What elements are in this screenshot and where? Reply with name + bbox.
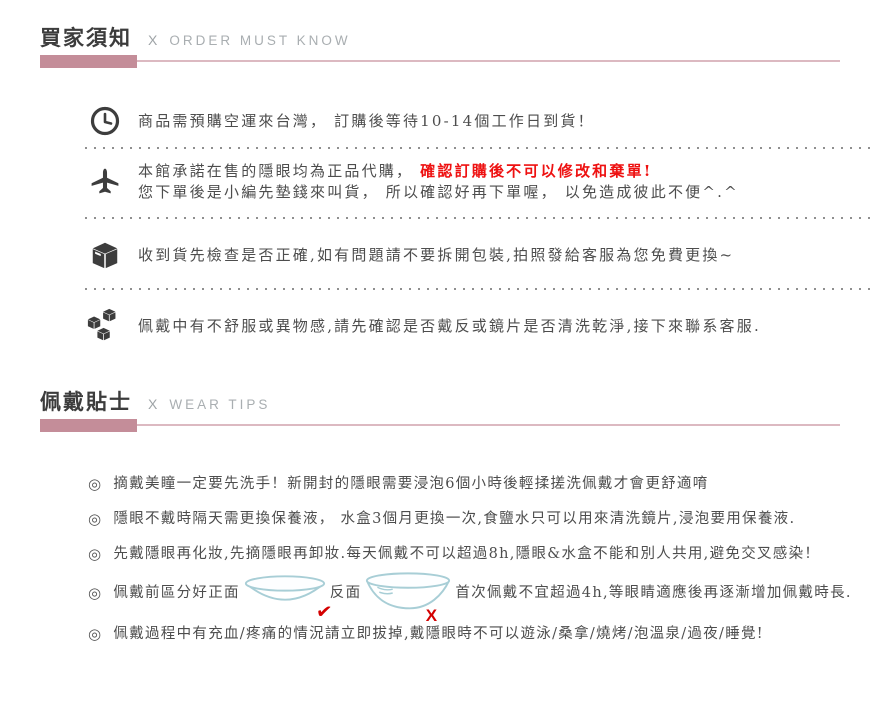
- wear-section-title: 佩戴貼士: [40, 391, 132, 414]
- tip-text-middle: 反面: [329, 585, 362, 601]
- dotted-divider: [85, 147, 872, 149]
- order-accent-bar: [40, 55, 840, 68]
- lens-wrong-side-image: X: [364, 571, 452, 625]
- wear-section-header: 佩戴貼士 X WEAR TIPS: [40, 386, 880, 416]
- tip-text-prefix: 佩戴前區分好正面: [113, 585, 240, 601]
- wear-tip-wash-hands: ◎ 摘戴美瞳一定要先洗手！新開封的隱眼需要浸泡6個小時後輕揉搓洗佩戴才會更舒適唷: [0, 474, 880, 494]
- line1-normal: 本館承諾在售的隱眼均為正品代購，: [138, 162, 414, 180]
- wrong-x-mark: X: [425, 606, 439, 625]
- tip-bullet: ◎: [88, 545, 103, 563]
- cubes-icon: [86, 307, 124, 345]
- order-item-text: 商品需預購空運來台灣， 訂購後等待10-14個工作日到貨！: [138, 111, 595, 130]
- order-section-header: 買家須知 X ORDER MUST KNOW: [40, 22, 880, 52]
- order-section-x: X: [148, 32, 160, 48]
- tip-text-suffix: 首次佩戴不宜超過4h,等眼睛適應後再逐漸增加佩戴時長.: [455, 585, 852, 601]
- order-item-text: 收到貨先檢查是否正確,如有問題請不要拆開包裝,拍照發給客服為您免費更換~: [138, 245, 735, 264]
- wear-tip-remove-if-pain: ◎ 佩戴過程中有充血/疼痛的情況請立即拔掉,戴隱眼時不可以遊泳/桑拿/燒烤/泡溫…: [0, 624, 880, 644]
- correct-checkmark: ✔: [314, 601, 334, 624]
- wear-section-x: X: [148, 396, 160, 412]
- order-notice-page: 買家須知 X ORDER MUST KNOW 商品需預購空運來台灣， 訂購後等待…: [0, 22, 880, 701]
- tip-text: 佩戴過程中有充血/疼痛的情況請立即拔掉,戴隱眼時不可以遊泳/桑拿/燒烤/泡溫泉/…: [113, 626, 764, 642]
- wear-tip-solution: ◎ 隱眼不戴時隔天需更換保養液， 水盒3個月更換一次,食鹽水只可以用來清洗鏡片,…: [0, 509, 880, 529]
- tip-bullet: ◎: [88, 625, 103, 643]
- dotted-divider: [85, 217, 872, 219]
- clock-icon: [86, 105, 124, 137]
- order-section-subtitle: ORDER MUST KNOW: [169, 33, 351, 48]
- line2: 您下單後是小編先墊錢來叫貨， 所以確認好再下單喔， 以免造成彼此不便^.^: [138, 183, 739, 201]
- dotted-divider: [85, 288, 872, 290]
- order-item-check-package: 收到貨先檢查是否正確,如有問題請不要拆開包裝,拍照發給客服為您免費更換~: [0, 235, 880, 275]
- accent-block: [40, 55, 137, 68]
- tip-bullet: ◎: [88, 584, 103, 602]
- tip-text: 隱眼不戴時隔天需更換保養液， 水盒3個月更換一次,食鹽水只可以用來清洗鏡片,浸泡…: [113, 511, 796, 527]
- accent-block: [40, 419, 137, 432]
- order-item-shipping: 商品需預購空運來台灣， 訂購後等待10-14個工作日到貨！: [0, 104, 880, 138]
- package-box-icon: [86, 239, 124, 271]
- tip-bullet: ◎: [88, 475, 103, 493]
- wear-section-subtitle: WEAR TIPS: [169, 397, 271, 412]
- wear-accent-bar: [40, 419, 840, 432]
- order-item-text: 佩戴中有不舒服或異物感,請先確認是否戴反或鏡片是否清洗乾淨,接下來聯系客服.: [138, 316, 761, 335]
- accent-line: [137, 424, 840, 426]
- accent-line: [137, 60, 840, 62]
- airplane-icon: [86, 166, 124, 198]
- line1-warning-red: 確認訂購後不可以修改和棄單!: [420, 162, 653, 180]
- order-item-text: 本館承諾在售的隱眼均為正品代購， 確認訂購後不可以修改和棄單! 您下單後是小編先…: [138, 161, 739, 203]
- order-item-discomfort: 佩戴中有不舒服或異物感,請先確認是否戴反或鏡片是否清洗乾淨,接下來聯系客服.: [0, 304, 880, 348]
- tip-text: 摘戴美瞳一定要先洗手！新開封的隱眼需要浸泡6個小時後輕揉搓洗佩戴才會更舒適唷: [113, 476, 709, 492]
- tip-text: 先戴隱眼再化妝,先摘隱眼再卸妝.每天佩戴不可以超過8h,隱眼&水盒不能和別人共用…: [113, 546, 821, 562]
- tip-bullet: ◎: [88, 510, 103, 528]
- order-section-title: 買家須知: [40, 27, 132, 50]
- lens-correct-side-image: ✔: [243, 573, 334, 624]
- wear-tip-makeup: ◎ 先戴隱眼再化妝,先摘隱眼再卸妝.每天佩戴不可以超過8h,隱眼&水盒不能和別人…: [0, 544, 880, 564]
- wear-tip-orientation: ◎ 佩戴前區分好正面 ✔ 反面 X 首次佩戴不宜超過4h,等眼睛適應後再逐漸增加…: [0, 569, 880, 625]
- order-item-authentic: 本館承諾在售的隱眼均為正品代購， 確認訂購後不可以修改和棄單! 您下單後是小編先…: [0, 161, 880, 203]
